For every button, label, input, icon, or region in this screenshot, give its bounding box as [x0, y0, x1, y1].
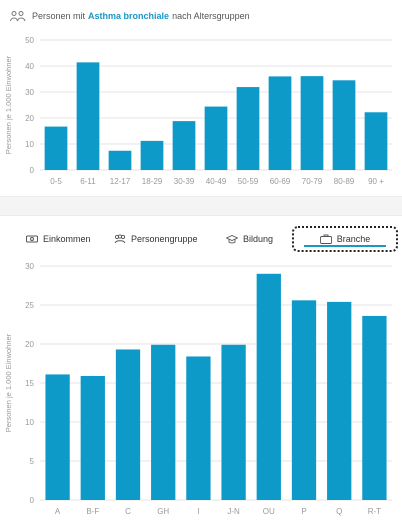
bar[interactable]: [332, 80, 356, 170]
x-tick-label: R-T: [368, 507, 381, 516]
bar[interactable]: [256, 273, 281, 500]
y-axis-label: Personen je 1.000 Einwohner: [4, 55, 13, 154]
x-tick-label: J-N: [227, 507, 240, 516]
x-tick-label: 70-79: [302, 177, 323, 186]
x-tick-label: 80-89: [334, 177, 355, 186]
bar[interactable]: [115, 349, 141, 500]
dimension-tabs: Einkommen Personengruppe Bildung Branche: [0, 222, 402, 254]
y-tick-label: 20: [25, 340, 34, 349]
bar[interactable]: [327, 301, 352, 500]
bar[interactable]: [44, 126, 68, 170]
chart-title: Personen mit Asthma bronchiale nach Alte…: [10, 7, 250, 25]
people-group-icon: [10, 11, 26, 22]
y-tick-label: 50: [25, 36, 34, 45]
x-tick-label: 90 +: [368, 177, 384, 186]
bar[interactable]: [186, 356, 211, 500]
tab-label: Bildung: [243, 234, 274, 244]
title-disease: Asthma bronchiale: [88, 11, 170, 21]
graduation-cap-icon: [226, 235, 238, 244]
bar[interactable]: [45, 374, 70, 500]
x-tick-label: 18-29: [142, 177, 163, 186]
section-divider: [0, 196, 402, 216]
x-tick-label: Q: [336, 507, 342, 516]
x-tick-label: P: [301, 507, 306, 516]
y-tick-label: 30: [25, 262, 34, 271]
tab-bildung[interactable]: Bildung: [226, 228, 273, 250]
y-tick-label: 20: [25, 114, 34, 123]
x-tick-label: OU: [263, 507, 275, 516]
bar[interactable]: [140, 140, 164, 170]
bar[interactable]: [172, 121, 196, 170]
y-tick-label: 10: [25, 418, 34, 427]
x-tick-label: 30-39: [174, 177, 195, 186]
y-tick-label: 40: [25, 62, 34, 71]
industry-bar-chart: Personen je 1.000 Einwohner 0 5 10 15 20 25 30 A…: [4, 262, 392, 516]
tab-label: Einkommen: [43, 234, 91, 244]
bar[interactable]: [151, 344, 176, 500]
y-tick-label: 30: [25, 88, 34, 97]
tab-label: Personengruppe: [131, 234, 198, 244]
bar[interactable]: [204, 106, 228, 170]
x-tick-label: 50-59: [238, 177, 259, 186]
y-axis-label: Personen je 1.000 Einwohner: [4, 333, 13, 432]
y-tick-label: 15: [25, 379, 34, 388]
x-tick-label: 6-11: [80, 177, 96, 186]
x-tick-label: 60-69: [270, 177, 291, 186]
title-prefix: Personen mit: [32, 11, 86, 21]
x-tick-label: 0-5: [50, 177, 62, 186]
bar[interactable]: [362, 315, 387, 500]
y-tick-label: 10: [25, 140, 34, 149]
bar[interactable]: [364, 112, 388, 170]
y-tick-label: 25: [25, 301, 34, 310]
people-group-icon: [114, 234, 126, 244]
money-icon: [26, 235, 38, 243]
briefcase-icon: [319, 234, 332, 244]
x-tick-label: A: [55, 507, 61, 516]
bar[interactable]: [268, 76, 292, 170]
x-tick-label: GH: [157, 507, 169, 516]
tab-einkommen[interactable]: Einkommen: [26, 228, 91, 250]
tab-label: Branche: [336, 234, 371, 244]
bar[interactable]: [300, 76, 324, 170]
bar[interactable]: [236, 87, 260, 170]
x-tick-label: 12-17: [110, 177, 131, 186]
bar[interactable]: [221, 344, 246, 500]
y-tick-label: 0: [30, 166, 35, 175]
x-tick-label: B-F: [86, 507, 99, 516]
bar[interactable]: [76, 62, 100, 170]
bar[interactable]: [291, 300, 317, 500]
x-tick-label: 40-49: [206, 177, 227, 186]
bar[interactable]: [108, 150, 132, 170]
y-tick-label: 0: [30, 496, 35, 505]
age-group-bar-chart: Personen je 1.000 Einwohner 0 10 20 30 40 50 0-…: [4, 36, 392, 186]
tab-personengruppe[interactable]: Personengruppe: [114, 228, 198, 250]
x-tick-label: I: [197, 507, 199, 516]
tab-branche[interactable]: Branche: [292, 226, 398, 252]
title-suffix: nach Altersgruppen: [172, 11, 250, 21]
active-tab-indicator: [304, 245, 386, 247]
y-tick-label: 5: [30, 457, 35, 466]
x-tick-label: C: [125, 507, 131, 516]
bar[interactable]: [80, 375, 105, 500]
